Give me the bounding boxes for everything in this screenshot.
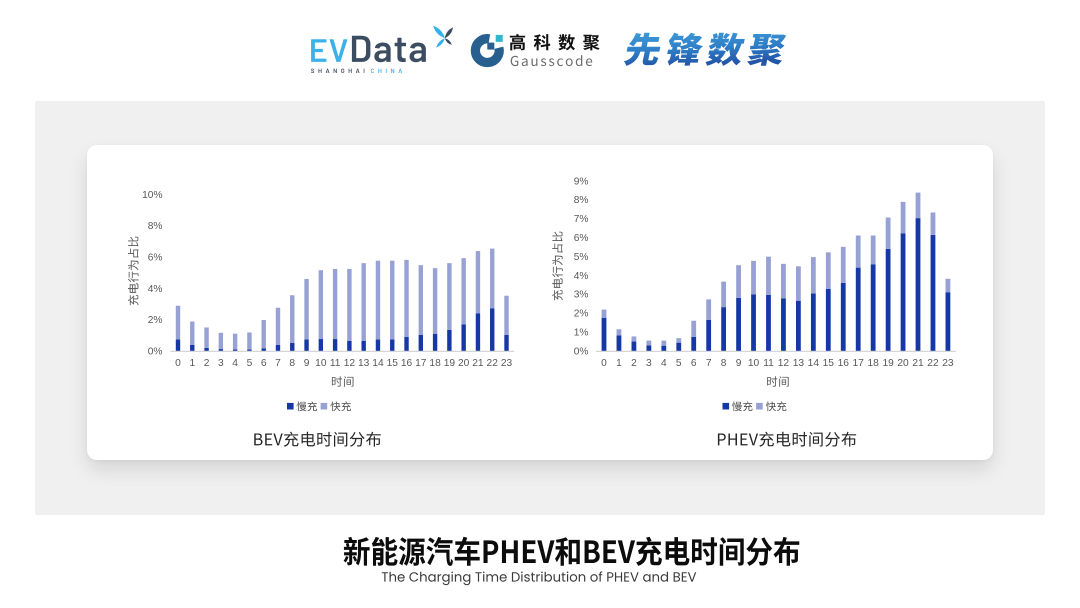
svg-text:13: 13: [793, 358, 805, 369]
svg-text:0: 0: [601, 358, 607, 369]
svg-text:3: 3: [218, 358, 224, 369]
svg-text:23: 23: [942, 358, 954, 369]
svg-text:7: 7: [706, 358, 712, 369]
svg-text:4%: 4%: [148, 284, 163, 295]
svg-text:2: 2: [631, 358, 637, 369]
svg-text:20: 20: [897, 358, 909, 369]
svg-text:9%: 9%: [574, 176, 589, 187]
svg-text:3%: 3%: [574, 290, 589, 301]
svg-text:6: 6: [261, 358, 267, 369]
svg-text:13: 13: [358, 358, 370, 369]
svg-text:8: 8: [721, 358, 727, 369]
svg-text:10: 10: [748, 358, 760, 369]
svg-text:20: 20: [458, 358, 470, 369]
svg-text:2: 2: [204, 358, 210, 369]
svg-text:17: 17: [853, 358, 865, 369]
svg-text:1: 1: [616, 358, 622, 369]
svg-text:8%: 8%: [148, 221, 163, 232]
svg-text:15: 15: [387, 358, 399, 369]
svg-text:15: 15: [823, 358, 835, 369]
svg-text:18: 18: [429, 358, 441, 369]
svg-text:14: 14: [372, 358, 384, 369]
svg-text:22: 22: [487, 358, 499, 369]
svg-text:11: 11: [330, 358, 341, 369]
svg-text:3: 3: [646, 358, 652, 369]
svg-text:0%: 0%: [148, 346, 163, 357]
svg-text:5%: 5%: [574, 252, 589, 263]
svg-text:19: 19: [444, 358, 456, 369]
svg-text:6%: 6%: [574, 233, 589, 244]
svg-text:7%: 7%: [574, 214, 589, 225]
svg-text:12: 12: [778, 358, 790, 369]
svg-text:21: 21: [912, 358, 924, 369]
svg-text:4: 4: [661, 358, 667, 369]
svg-text:21: 21: [472, 358, 484, 369]
svg-text:6: 6: [691, 358, 697, 369]
svg-text:5: 5: [247, 358, 253, 369]
svg-text:8%: 8%: [574, 195, 589, 206]
svg-text:4: 4: [232, 358, 238, 369]
svg-text:9: 9: [736, 358, 742, 369]
svg-text:16: 16: [401, 358, 413, 369]
svg-text:4%: 4%: [574, 271, 589, 282]
svg-text:1: 1: [189, 358, 195, 369]
svg-text:0%: 0%: [574, 346, 589, 357]
svg-text:1%: 1%: [574, 328, 589, 339]
svg-text:7: 7: [275, 358, 281, 369]
svg-text:0: 0: [175, 358, 181, 369]
svg-text:9: 9: [304, 358, 310, 369]
svg-text:10: 10: [315, 358, 327, 369]
svg-text:23: 23: [501, 358, 513, 369]
svg-text:2%: 2%: [148, 315, 163, 326]
svg-text:22: 22: [927, 358, 939, 369]
svg-text:10%: 10%: [142, 190, 162, 201]
svg-text:11: 11: [763, 358, 774, 369]
svg-text:16: 16: [838, 358, 850, 369]
svg-text:12: 12: [344, 358, 356, 369]
svg-text:14: 14: [808, 358, 820, 369]
svg-text:18: 18: [867, 358, 879, 369]
svg-text:17: 17: [415, 358, 427, 369]
svg-text:6%: 6%: [148, 253, 163, 264]
svg-text:8: 8: [289, 358, 295, 369]
svg-text:5: 5: [676, 358, 682, 369]
svg-text:2%: 2%: [574, 309, 589, 320]
svg-text:19: 19: [882, 358, 894, 369]
